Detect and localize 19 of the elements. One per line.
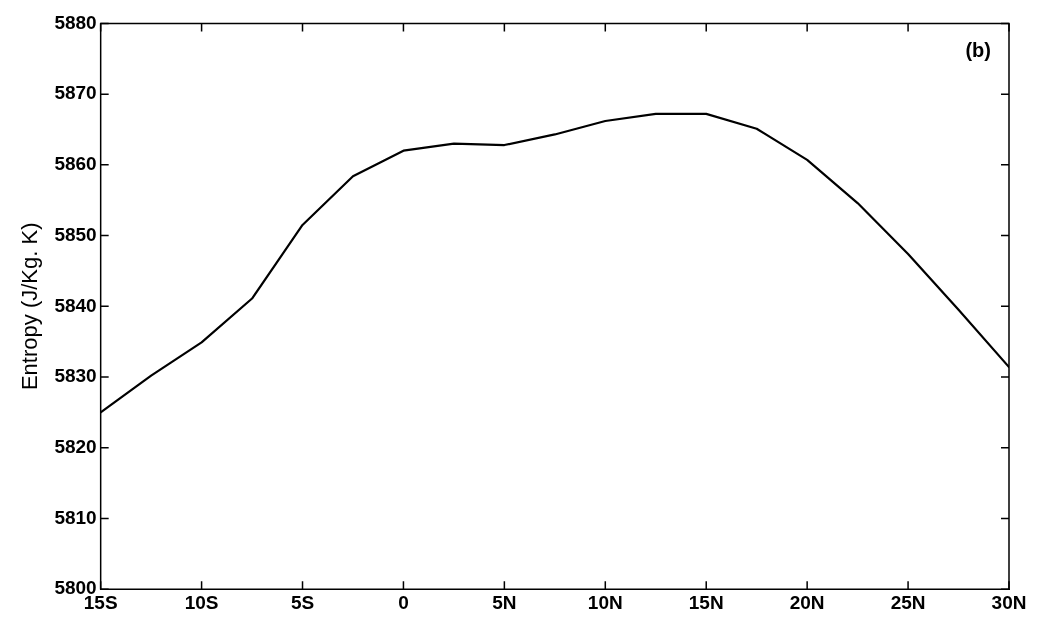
x-tick-label: 5S (290, 591, 315, 613)
y-tick-label: 5850 (54, 223, 97, 245)
x-tick-label: 30N (991, 591, 1027, 613)
x-tick-label: 25N (890, 591, 926, 613)
x-tick-label: 10S (184, 591, 219, 613)
x-tick-label: 0 (398, 591, 409, 613)
annotation: (b) (965, 38, 991, 61)
x-tick-label: 10N (587, 591, 623, 613)
x-tick-label: 5N (492, 591, 517, 613)
x-tick-label: 15N (688, 591, 724, 613)
y-axis-title: Entropy (J/Kg. K) (17, 222, 43, 391)
x-tick-label: 20N (789, 591, 825, 613)
y-tick-label: 5880 (54, 11, 97, 33)
y-tick-label: 5820 (54, 435, 97, 457)
y-tick-label: 5870 (54, 82, 97, 104)
y-tick-label: 5840 (54, 294, 97, 316)
y-tick-label: 5810 (54, 506, 97, 528)
y-tick-label: 5830 (54, 365, 97, 387)
y-tick-label: 5860 (54, 153, 97, 175)
